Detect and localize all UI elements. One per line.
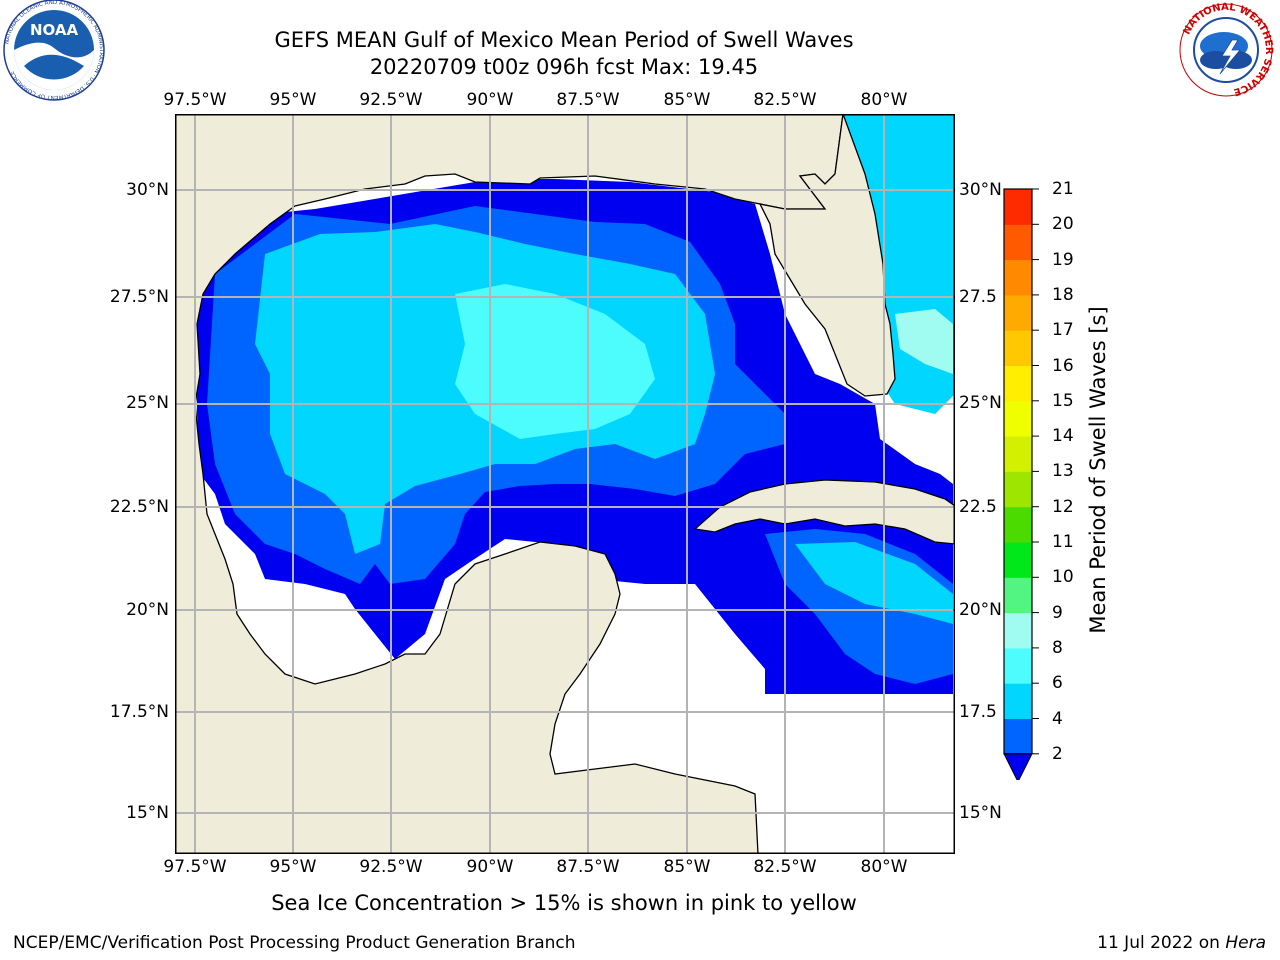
- lon-label-bottom: 95°W: [269, 857, 317, 877]
- lat-label-left: 30°N: [126, 180, 169, 200]
- lat-label-right: 27.5: [959, 287, 997, 307]
- lat-label-right: 25°N: [959, 393, 1002, 413]
- colorbar-segment: [1004, 259, 1032, 296]
- swell-6to8-inner: [455, 284, 655, 439]
- colorbar-tick-label: 20: [1052, 214, 1074, 235]
- colorbar-segment: [1004, 577, 1032, 614]
- colorbar-tick-label: 17: [1052, 320, 1074, 341]
- lat-label-right: 20°N: [959, 600, 1002, 620]
- colorbar-segment: [1004, 294, 1032, 331]
- lat-label-left: 17.5°N: [109, 702, 169, 722]
- lat-label-left: 15°N: [126, 803, 169, 823]
- colorbar-tick-label: 19: [1052, 249, 1074, 270]
- lat-label-left: 25°N: [126, 393, 169, 413]
- lon-label-bottom: 82.5°W: [753, 857, 817, 877]
- colorbar-segment: [1004, 330, 1032, 366]
- lon-label-top: 80°W: [860, 90, 908, 110]
- land-areas: [175, 114, 955, 854]
- colorbar-tick-label: 4: [1052, 708, 1063, 729]
- colorbar-tick-label: 14: [1052, 426, 1074, 447]
- colorbar-tick-label: 18: [1052, 284, 1074, 305]
- lon-label-top: 87.5°W: [556, 90, 620, 110]
- lon-label-top: 82.5°W: [753, 90, 817, 110]
- sea-ice-caption: Sea Ice Concentration > 15% is shown in …: [271, 891, 857, 915]
- colorbar-tick-label: 2: [1052, 743, 1063, 764]
- colorbar-tick-label: 12: [1052, 496, 1074, 517]
- footer-credit: NCEP/EMC/Verification Post Processing Pr…: [13, 933, 576, 953]
- lon-label-bottom: 87.5°W: [556, 857, 620, 877]
- colorbar-segment: [1004, 365, 1032, 402]
- noaa-logo: NOAA NATIONAL OCEANIC AND ATMOSPHERIC AD…: [3, 0, 105, 101]
- colorbar-segment: [1004, 647, 1032, 684]
- map-title: GEFS MEAN Gulf of Mexico Mean Period of …: [274, 28, 854, 52]
- colorbar-tick-label: 13: [1052, 461, 1074, 482]
- colorbar-segment: [1004, 506, 1032, 543]
- lon-label-top: 90°W: [466, 90, 514, 110]
- colorbar-tick-label: 16: [1052, 355, 1074, 376]
- lon-label-top: 85°W: [663, 90, 711, 110]
- colorbar-segment: [1004, 683, 1032, 719]
- lon-label-top: 92.5°W: [359, 90, 423, 110]
- colorbar-tick-label: 9: [1052, 602, 1063, 623]
- lon-label-bottom: 80°W: [860, 857, 908, 877]
- land-mainland: [175, 114, 844, 854]
- swell-atlantic-6to8: [895, 309, 953, 374]
- nws-logo: NATIONAL WEATHER SERVICE: [1179, 2, 1274, 97]
- swell-caribbean-4to6: [795, 542, 953, 624]
- lon-label-top: 95°W: [269, 90, 317, 110]
- land-cuba: [693, 479, 955, 545]
- lat-label-left: 20°N: [126, 600, 169, 620]
- colorbar-segment: [1004, 612, 1032, 649]
- colorbar-tick-label: 8: [1052, 637, 1063, 658]
- gridlines: [175, 114, 955, 854]
- footer-date: 11 Jul 2022 on Hera: [1097, 933, 1266, 953]
- colorbar-segment: [1004, 471, 1032, 508]
- colorbar-segment: [1004, 400, 1032, 437]
- colorbar-tick-label: 6: [1052, 673, 1063, 694]
- lon-label-bottom: 92.5°W: [359, 857, 423, 877]
- lat-label-right: 22.5: [959, 497, 997, 517]
- colorbar-tick-label: 21: [1052, 179, 1074, 199]
- colorbar-tick-label: 10: [1052, 567, 1074, 588]
- colorbar-segment: [1004, 718, 1032, 755]
- colorbar-tick-label: 11: [1052, 532, 1074, 552]
- noaa-logo-text: NOAA: [30, 21, 79, 39]
- lon-label-bottom: 97.5°W: [163, 857, 227, 877]
- colorbar-segment: [1004, 224, 1032, 261]
- swell-period-map: [175, 114, 955, 854]
- colorbar-segment: [1004, 189, 1032, 225]
- lon-label-top: 97.5°W: [163, 90, 227, 110]
- colorbar: [1003, 188, 1039, 780]
- lat-label-left: 22.5°N: [109, 497, 169, 517]
- footer-host: Hera: [1225, 933, 1266, 953]
- lat-label-right: 17.5: [959, 702, 997, 722]
- colorbar-tick-label: 15: [1052, 390, 1074, 411]
- lat-label-right: 15°N: [959, 803, 1002, 823]
- lat-label-left: 27.5°N: [109, 287, 169, 307]
- colorbar-segment: [1004, 542, 1032, 578]
- map-subtitle: 20220709 t00z 096h fcst Max: 19.45: [369, 55, 759, 79]
- colorbar-label: Mean Period of Swell Waves [s]: [1086, 306, 1110, 634]
- colorbar-segment: [1004, 436, 1032, 472]
- lon-label-bottom: 85°W: [663, 857, 711, 877]
- colorbar-under-triangle: [1003, 753, 1033, 780]
- lat-label-right: 30°N: [959, 180, 1002, 200]
- lon-label-bottom: 90°W: [466, 857, 514, 877]
- map-frame: [175, 114, 955, 854]
- footer-date-text: 11 Jul 2022 on: [1097, 933, 1226, 953]
